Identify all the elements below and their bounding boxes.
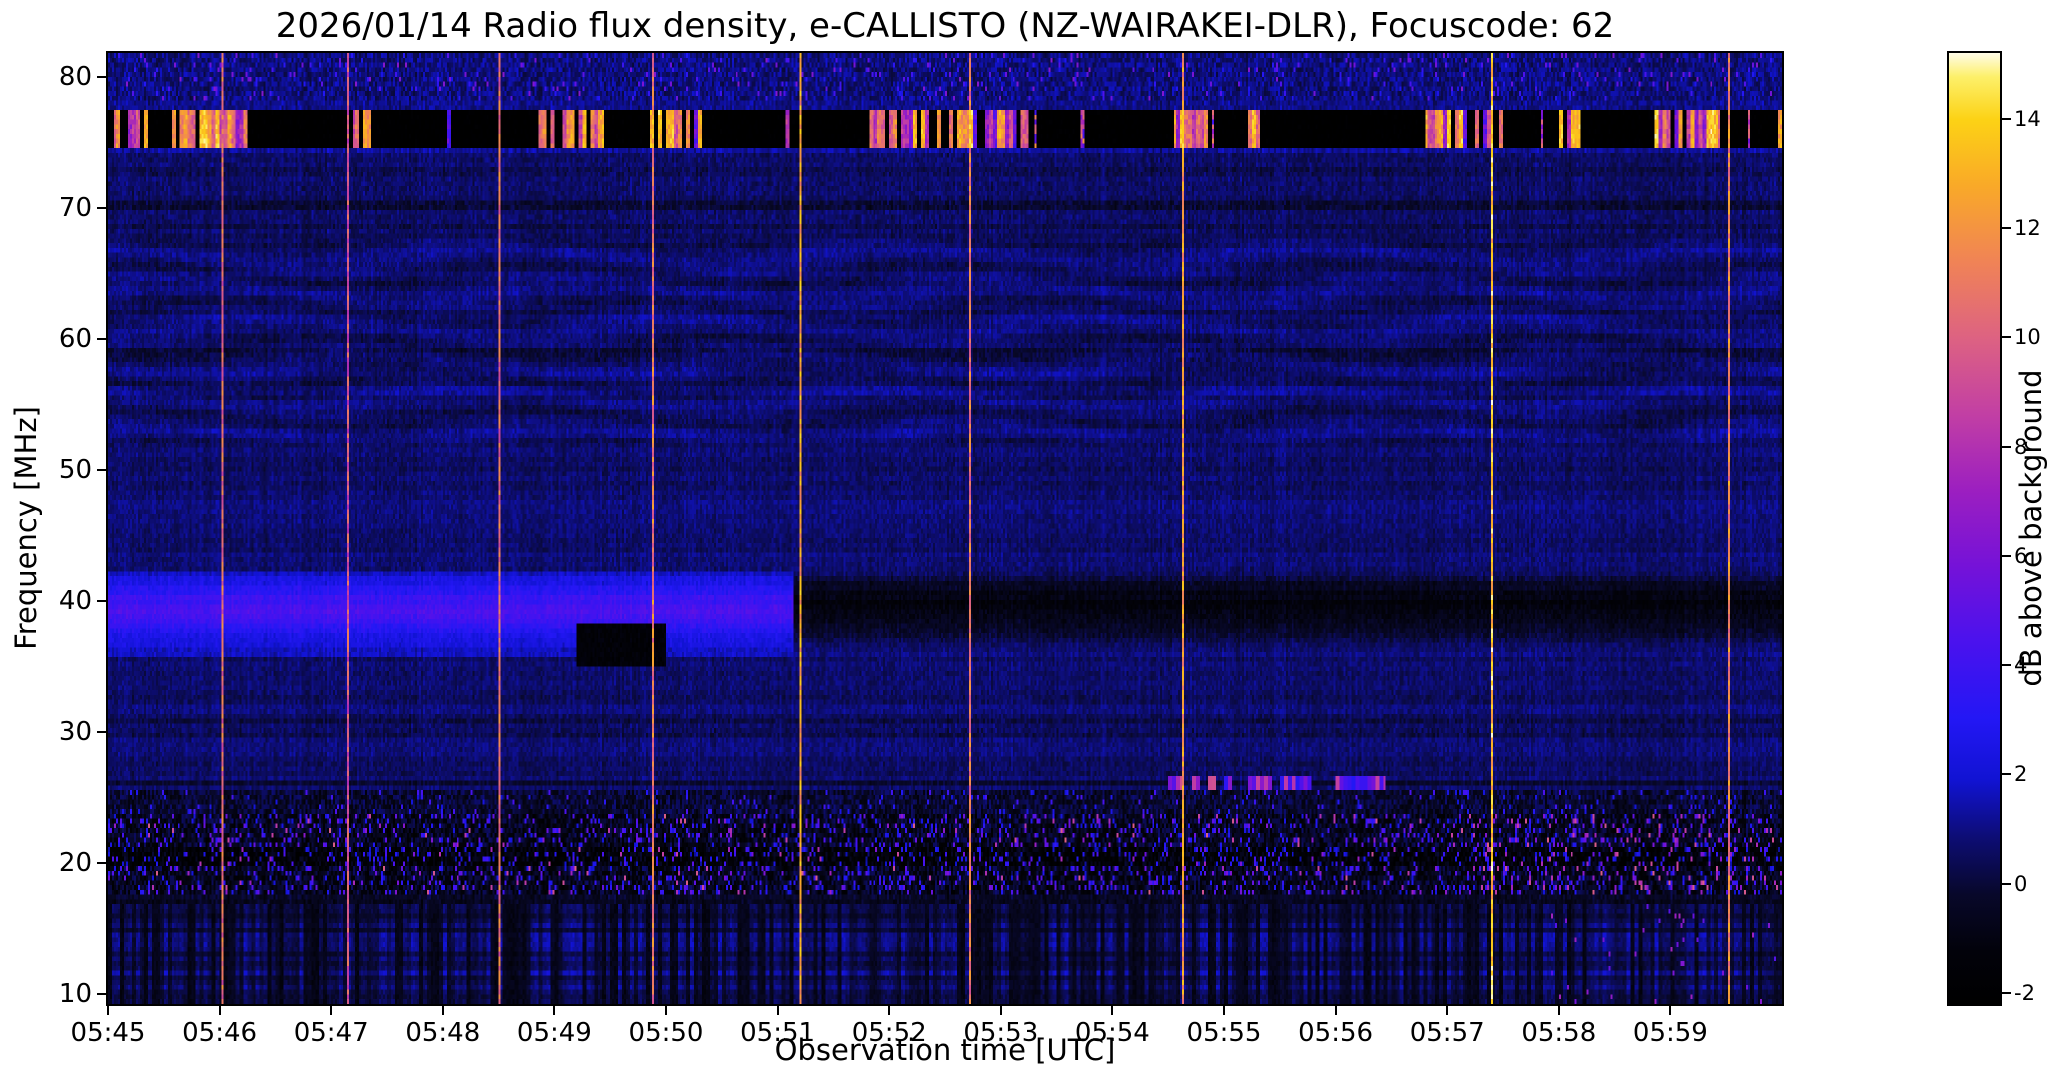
y-tick-label: 40 [58,585,92,616]
x-tick-mark [1223,1006,1225,1015]
colorbar-tick-mark [2002,882,2011,885]
y-tick-mark [97,337,106,340]
spectrogram-plot-area [106,51,1784,1006]
x-tick-mark [999,1006,1002,1015]
colorbar-tick-label: 12 [2014,215,2041,240]
y-tick-mark [97,730,106,733]
y-tick-mark [97,861,106,864]
y-tick-label: 10 [58,978,92,1009]
y-tick-mark [97,468,106,471]
y-tick-label: 20 [58,847,92,878]
x-tick-mark [1446,1006,1449,1015]
colorbar-tick-mark [2002,117,2011,120]
y-tick-mark [97,75,106,78]
x-tick-label: 05:59 [1632,1018,1708,1048]
x-tick-mark [441,1006,444,1015]
x-tick-label: 05:54 [1074,1018,1150,1048]
y-tick-label: 30 [58,716,92,747]
x-tick-label: 05:46 [182,1018,258,1048]
x-tick-label: 05:47 [293,1018,369,1048]
colorbar-tick-mark [2002,773,2011,776]
spectrogram-canvas [108,53,1782,1004]
x-axis-label: Observation time [UTC] [774,1033,1116,1067]
colorbar-tick-label: -2 [2014,981,2035,1006]
y-tick-mark [97,206,106,209]
x-tick-mark [218,1006,221,1015]
colorbar-tick-mark [2002,226,2011,229]
x-tick-label: 05:49 [516,1018,592,1048]
colorbar-label: dB above background [2014,369,2047,687]
y-tick-label: 60 [58,323,92,354]
y-tick-label: 70 [58,192,92,223]
colorbar-tick-label: 10 [2014,325,2041,350]
x-tick-label: 05:50 [628,1018,704,1048]
colorbar-tick-label: 8 [2014,434,2028,459]
x-tick-label: 05:48 [405,1018,481,1048]
x-tick-mark [330,1006,333,1015]
x-tick-mark [776,1006,779,1015]
colorbar-tick-label: 6 [2014,543,2028,568]
colorbar-tick-mark [2002,554,2011,557]
y-tick-mark [97,599,106,602]
x-tick-label: 05:58 [1521,1018,1597,1048]
colorbar [1947,51,2002,1006]
colorbar-tick-label: 0 [2014,871,2028,896]
x-tick-label: 05:56 [1298,1018,1374,1048]
x-tick-label: 05:55 [1186,1018,1262,1048]
x-tick-mark [665,1006,667,1015]
x-tick-label: 05:45 [70,1018,146,1048]
y-tick-label: 50 [58,454,92,485]
x-tick-mark [888,1006,891,1015]
colorbar-tick-label: 14 [2014,106,2041,131]
colorbar-tick-label: 4 [2014,653,2028,678]
colorbar-tick-label: 2 [2014,762,2028,787]
x-tick-label: 05:57 [1409,1018,1485,1048]
x-tick-label: 05:53 [963,1018,1039,1048]
x-tick-mark [553,1006,556,1015]
x-tick-mark [1334,1006,1337,1015]
x-tick-mark [1111,1006,1114,1015]
chart-title: 2026/01/14 Radio flux density, e-CALLIST… [275,6,1615,46]
x-tick-mark [107,1006,109,1015]
colorbar-tick-mark [2002,664,2011,667]
colorbar-tick-mark [2002,336,2011,339]
colorbar-gradient [1949,53,2000,1004]
y-tick-mark [97,992,106,995]
x-tick-mark [1669,1006,1672,1015]
colorbar-tick-mark [2002,992,2011,995]
colorbar-tick-mark [2002,445,2011,448]
x-tick-mark [1557,1006,1560,1015]
x-tick-label: 05:52 [851,1018,927,1048]
y-tick-label: 80 [58,61,92,92]
x-tick-label: 05:51 [740,1018,816,1048]
